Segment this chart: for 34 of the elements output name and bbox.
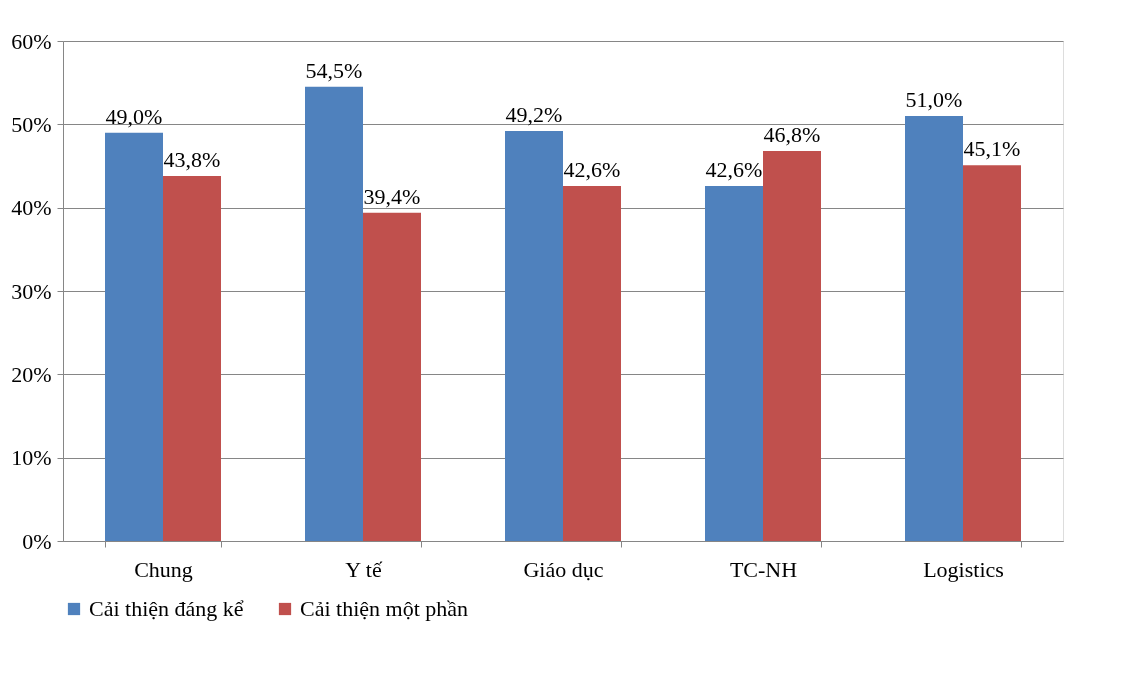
data-label: 43,8%	[163, 147, 221, 172]
bar	[105, 132, 163, 541]
y-tick-label: 40%	[11, 195, 52, 221]
data-label: 49,2%	[505, 102, 563, 127]
bar	[963, 165, 1021, 541]
data-label: 54,5%	[305, 57, 363, 83]
bar	[163, 176, 221, 541]
data-label: 42,6%	[705, 157, 763, 182]
data-label: 42,6%	[563, 157, 621, 182]
bar	[763, 151, 821, 541]
data-label: 51,0%	[905, 87, 963, 112]
bar	[363, 212, 421, 541]
x-tick-label: Giáo dục	[523, 556, 604, 582]
y-tick-label: 30%	[11, 278, 52, 304]
data-label: 49,0%	[105, 103, 163, 129]
y-tick-label: 0%	[22, 528, 52, 554]
x-tick-label: Y tế	[345, 556, 383, 582]
y-tick-label: 50%	[11, 111, 52, 137]
data-label: 46,8%	[763, 122, 821, 147]
bar	[305, 86, 363, 541]
y-tick-label: 10%	[11, 445, 52, 471]
bar	[905, 116, 963, 541]
bar	[505, 131, 563, 541]
legend-label: Cải thiện đáng kể	[89, 596, 244, 621]
x-tick-label: TC-NH	[729, 556, 798, 582]
y-tick-label: 60%	[11, 28, 52, 54]
data-label: 39,4%	[363, 183, 421, 209]
x-tick-label: Chung	[134, 556, 193, 582]
x-tick-label: Logistics	[923, 556, 1004, 582]
y-tick-label: 20%	[11, 361, 52, 387]
bar	[705, 186, 763, 541]
data-label: 45,1%	[963, 136, 1021, 162]
legend-label: Cải thiện một phần	[300, 596, 469, 621]
bar	[563, 186, 621, 541]
